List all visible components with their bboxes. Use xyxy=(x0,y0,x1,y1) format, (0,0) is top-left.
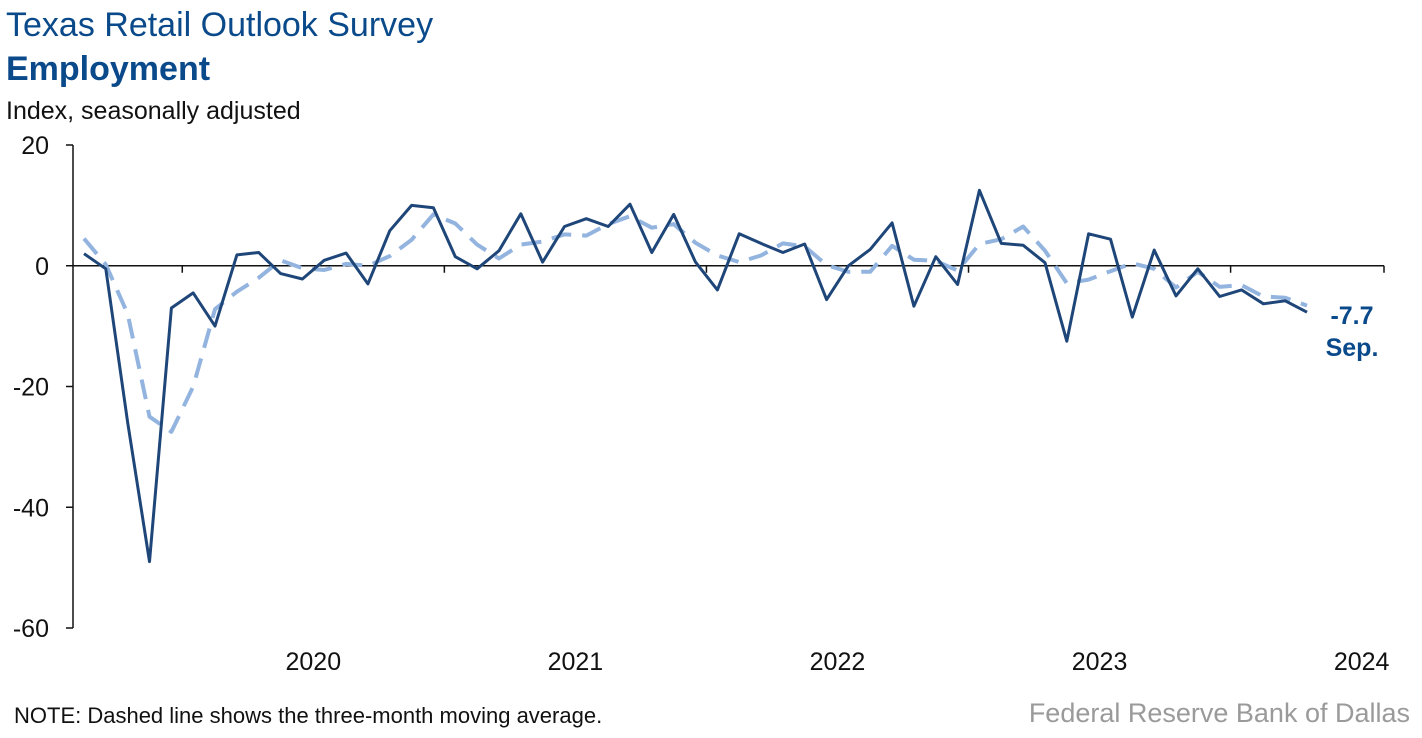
x-year-label: 2020 xyxy=(286,648,342,676)
end-month-label: Sep. xyxy=(1326,334,1379,362)
y-tick-label: 20 xyxy=(21,132,49,160)
x-year-label: 2022 xyxy=(810,648,866,676)
chart-labels: -7.7 Sep. xyxy=(1326,302,1379,362)
y-tick-label: -60 xyxy=(13,615,49,643)
y-tick-label: -20 xyxy=(13,374,49,402)
end-value-label: -7.7 xyxy=(1330,302,1373,330)
source-credit: Federal Reserve Bank of Dallas xyxy=(1028,698,1410,728)
y-tick-label: 0 xyxy=(35,253,49,281)
employment-index-line xyxy=(83,188,1308,564)
chart-series xyxy=(82,188,1308,564)
x-year-label: 2021 xyxy=(548,648,604,676)
chart-subtitle: Employment xyxy=(6,50,211,88)
moving-average-line xyxy=(82,212,1308,434)
chart-note: NOTE: Dashed line shows the three-month … xyxy=(14,703,603,728)
chart-title: Texas Retail Outlook Survey xyxy=(6,6,434,44)
chart-axes: 20 0 -20 -40 -60 2020 2021 2022 2023 2024 xyxy=(13,132,1390,676)
y-axis-unit-label: Index, seasonally adjusted xyxy=(6,97,301,125)
y-tick-label: -40 xyxy=(13,494,49,522)
x-year-label: 2024 xyxy=(1334,648,1390,676)
x-year-label: 2023 xyxy=(1072,648,1128,676)
